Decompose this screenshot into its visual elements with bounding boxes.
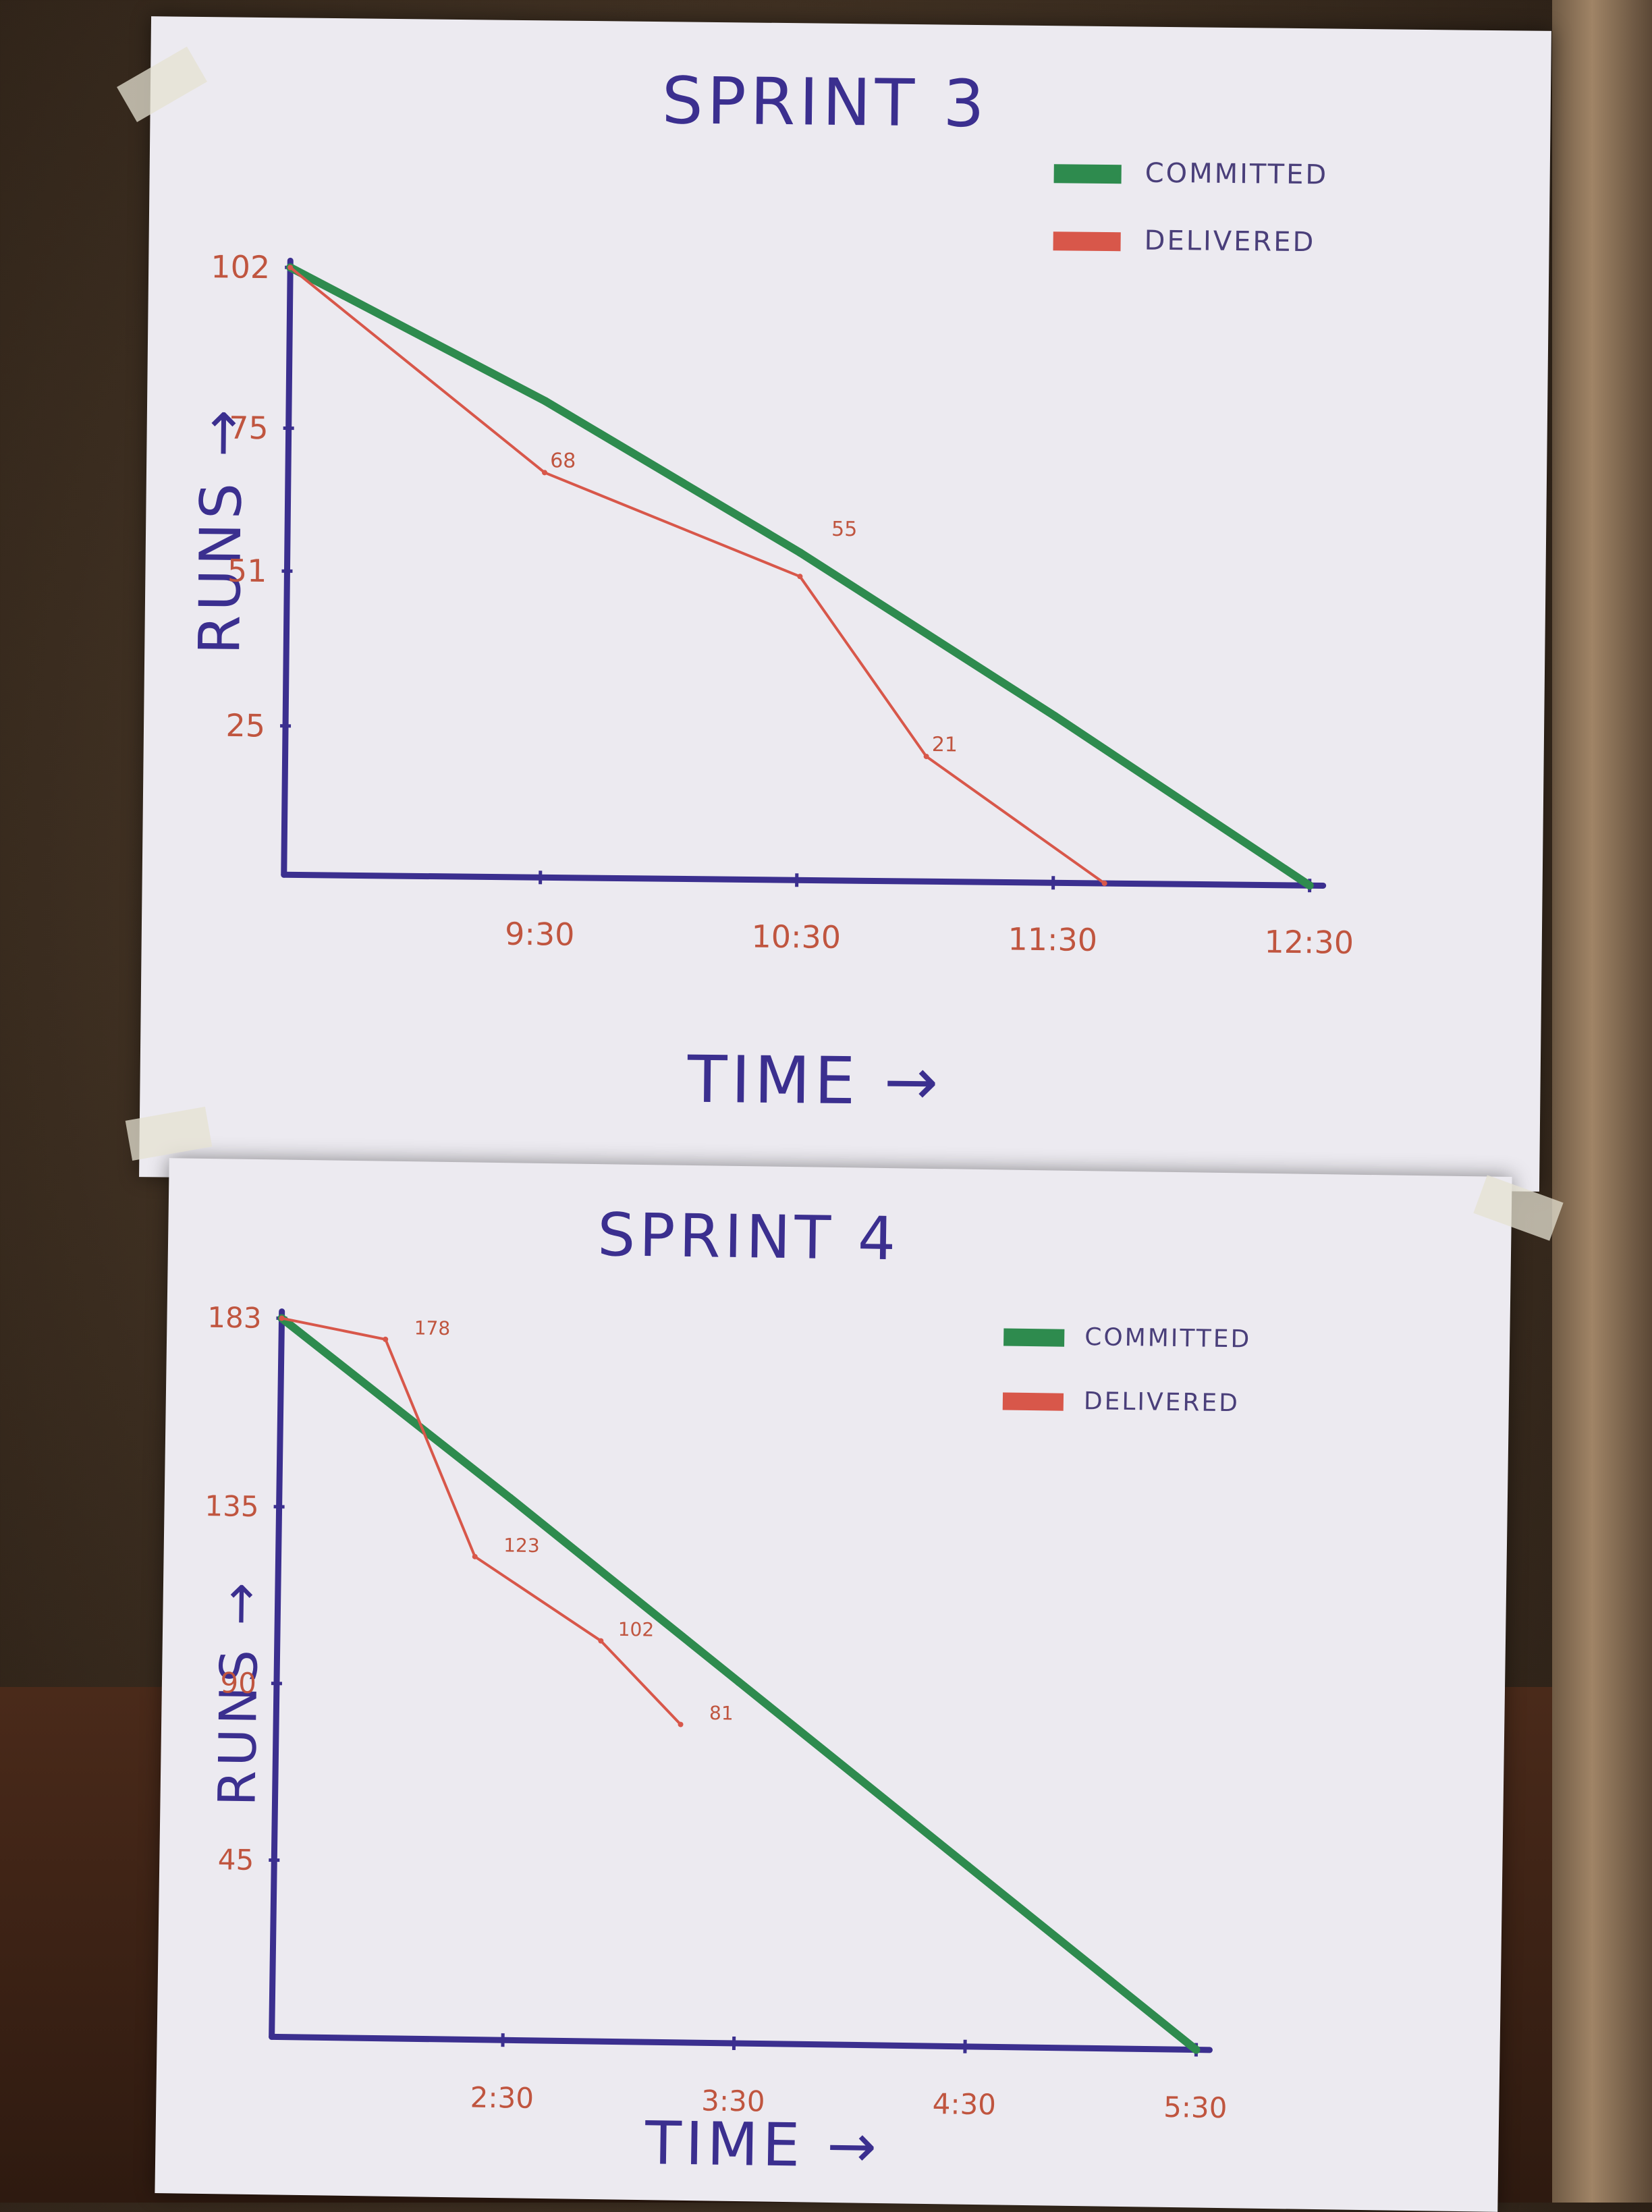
data-label: 68 — [550, 449, 576, 472]
y-axis-line — [272, 1312, 282, 2037]
legend-swatch-committed — [1054, 164, 1122, 184]
data-label: 55 — [831, 518, 858, 541]
legend-label-committed: COMMITTED — [1084, 1323, 1252, 1353]
sprint-3-chart: SPRINT 3 COMMITTED DELIVERED RUNS → TIME… — [139, 16, 1551, 1192]
legend-label-delivered: DELIVERED — [1144, 225, 1315, 258]
x-axis-line — [284, 875, 1323, 885]
y-tick-label: 75 — [229, 410, 269, 447]
x-axis-title: TIME → — [644, 2108, 881, 2181]
chart-title: SPRINT 4 — [597, 1200, 900, 1273]
y-tick-label: 90 — [220, 1666, 256, 1700]
series-line-delivered — [284, 267, 1111, 883]
y-tick-label: 51 — [227, 553, 267, 590]
x-tick-label: 2:30 — [470, 2081, 534, 2115]
x-tick-label: 4:30 — [932, 2087, 996, 2121]
x-tick-label: 9:30 — [505, 916, 575, 953]
y-tick-label: 102 — [211, 248, 270, 285]
x-tick-label: 12:30 — [1264, 924, 1354, 961]
data-label: 123 — [503, 1534, 540, 1557]
sprint-4-chart: SPRINT 4 COMMITTED DELIVERED RUNS → TIME… — [155, 1158, 1512, 2212]
legend-label-committed: COMMITTED — [1145, 158, 1328, 191]
y-tick-label: 25 — [225, 707, 265, 744]
data-label: 21 — [932, 733, 958, 756]
y-tick-label: 183 — [207, 1301, 262, 1335]
data-label: 102 — [618, 1618, 655, 1641]
legend-swatch-committed — [1003, 1328, 1064, 1346]
x-tick-label: 11:30 — [1008, 921, 1097, 958]
plot-area: 183 135 90 45 2:30 3:30 4:30 5:30 178 123 102 81 — [196, 1301, 1238, 2125]
series-line-delivered — [276, 1319, 686, 1725]
sprint-4-sheet: SPRINT 4 COMMITTED DELIVERED RUNS → TIME… — [155, 1158, 1512, 2212]
pillar — [1552, 0, 1652, 2203]
legend: COMMITTED DELIVERED — [1053, 157, 1328, 258]
chart-title-group: SPRINT 4 — [597, 1200, 900, 1273]
x-tick-label: 3:30 — [701, 2084, 765, 2118]
data-label: 178 — [414, 1317, 450, 1339]
sprint-3-sheet: SPRINT 3 COMMITTED DELIVERED RUNS → TIME… — [139, 16, 1551, 1192]
x-tick-label: 5:30 — [1163, 2091, 1228, 2124]
legend-swatch-delivered — [1053, 231, 1121, 251]
plot-area: 102 75 51 25 9:30 10:30 11:30 12:30 68 55 21 — [204, 248, 1361, 961]
chart-title: SPRINT 3 — [661, 63, 989, 142]
legend-label-delivered: DELIVERED — [1084, 1387, 1240, 1417]
y-tick-label: 135 — [204, 1489, 259, 1523]
x-axis-line — [272, 2037, 1210, 2049]
legend: COMMITTED DELIVERED — [1003, 1322, 1252, 1417]
legend-swatch-delivered — [1003, 1392, 1064, 1410]
y-axis-line — [284, 260, 291, 875]
data-label: 81 — [709, 1702, 734, 1724]
chart-title-group: SPRINT 3 — [661, 63, 989, 142]
x-axis-title: TIME → — [686, 1042, 943, 1120]
y-tick-label: 45 — [218, 1843, 254, 1877]
x-tick-label: 10:30 — [751, 918, 841, 956]
